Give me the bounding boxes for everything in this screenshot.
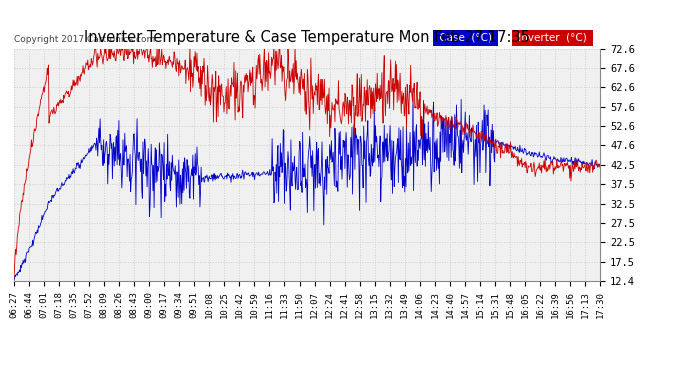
Title: Inverter Temperature & Case Temperature Mon Feb 27 17:35: Inverter Temperature & Case Temperature … [84, 30, 530, 45]
Text: Case  (°C): Case (°C) [436, 33, 495, 43]
Text: Copyright 2017 Cartronics.com: Copyright 2017 Cartronics.com [14, 35, 155, 44]
Text: Inverter  (°C): Inverter (°C) [515, 33, 590, 43]
